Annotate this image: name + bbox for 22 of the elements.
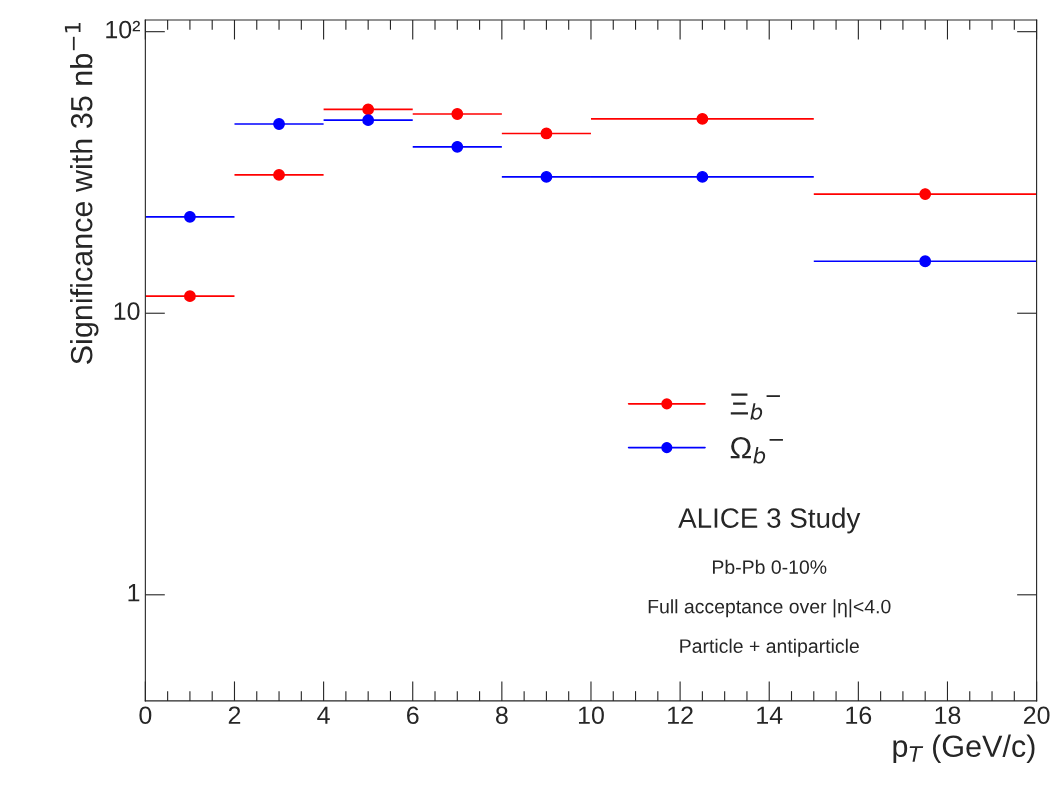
x-tick-label: 2: [228, 706, 241, 724]
x-tick-label: 10: [578, 706, 604, 725]
y-tick-label: 10: [114, 302, 140, 320]
legend-label: Ξ$_{b}$$^{−}$: [730, 393, 780, 420]
x-tick-label: 0: [139, 706, 152, 725]
annotation: Pb-Pb 0-10%: [713, 559, 827, 575]
x-tick-label: 18: [935, 706, 961, 725]
y-tick-label: 1: [128, 584, 140, 602]
annotation: Full acceptance over |η|<4.0: [648, 599, 891, 618]
x-tick-label: 14: [757, 706, 783, 724]
x-tick-label: 16: [846, 706, 872, 725]
x-axis-title: p$_{T}$ (GeV/c): [893, 734, 1035, 764]
x-tick-label: 8: [495, 706, 508, 725]
annotation: ALICE 3 Study: [678, 507, 861, 534]
x-tick-label: 6: [407, 706, 419, 725]
x-tick-label: 20: [1023, 706, 1050, 725]
x-tick-label: 12: [668, 706, 693, 724]
y-axis-title: Significance with 35 nb$^{−1}$: [64, 22, 99, 364]
legend-label: Ω$_{b}$$^{−}$: [730, 436, 783, 464]
annotation: Particle + antiparticle: [680, 638, 859, 657]
y-tick-label: 10²: [106, 20, 141, 39]
x-tick-label: 4: [317, 706, 330, 724]
